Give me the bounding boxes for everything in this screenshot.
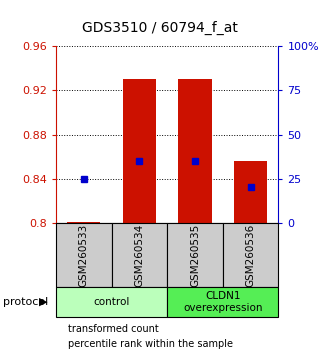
Text: CLDN1
overexpression: CLDN1 overexpression <box>183 291 262 313</box>
Bar <box>56 223 112 287</box>
Text: GDS3510 / 60794_f_at: GDS3510 / 60794_f_at <box>82 21 238 35</box>
Text: transformed count: transformed count <box>68 324 159 333</box>
Text: protocol: protocol <box>3 297 48 307</box>
Text: GSM260535: GSM260535 <box>190 223 200 286</box>
Bar <box>167 287 278 317</box>
Bar <box>167 223 223 287</box>
Text: GSM260536: GSM260536 <box>246 223 256 286</box>
Bar <box>178 79 212 223</box>
Bar <box>67 222 100 223</box>
Bar <box>223 223 278 287</box>
Bar <box>234 161 267 223</box>
Text: GSM260534: GSM260534 <box>134 223 144 286</box>
Bar <box>123 79 156 223</box>
Text: percentile rank within the sample: percentile rank within the sample <box>68 339 233 349</box>
Text: control: control <box>93 297 130 307</box>
Bar <box>112 223 167 287</box>
Text: ▶: ▶ <box>39 297 47 307</box>
Bar <box>56 287 167 317</box>
Text: GSM260533: GSM260533 <box>79 223 89 286</box>
